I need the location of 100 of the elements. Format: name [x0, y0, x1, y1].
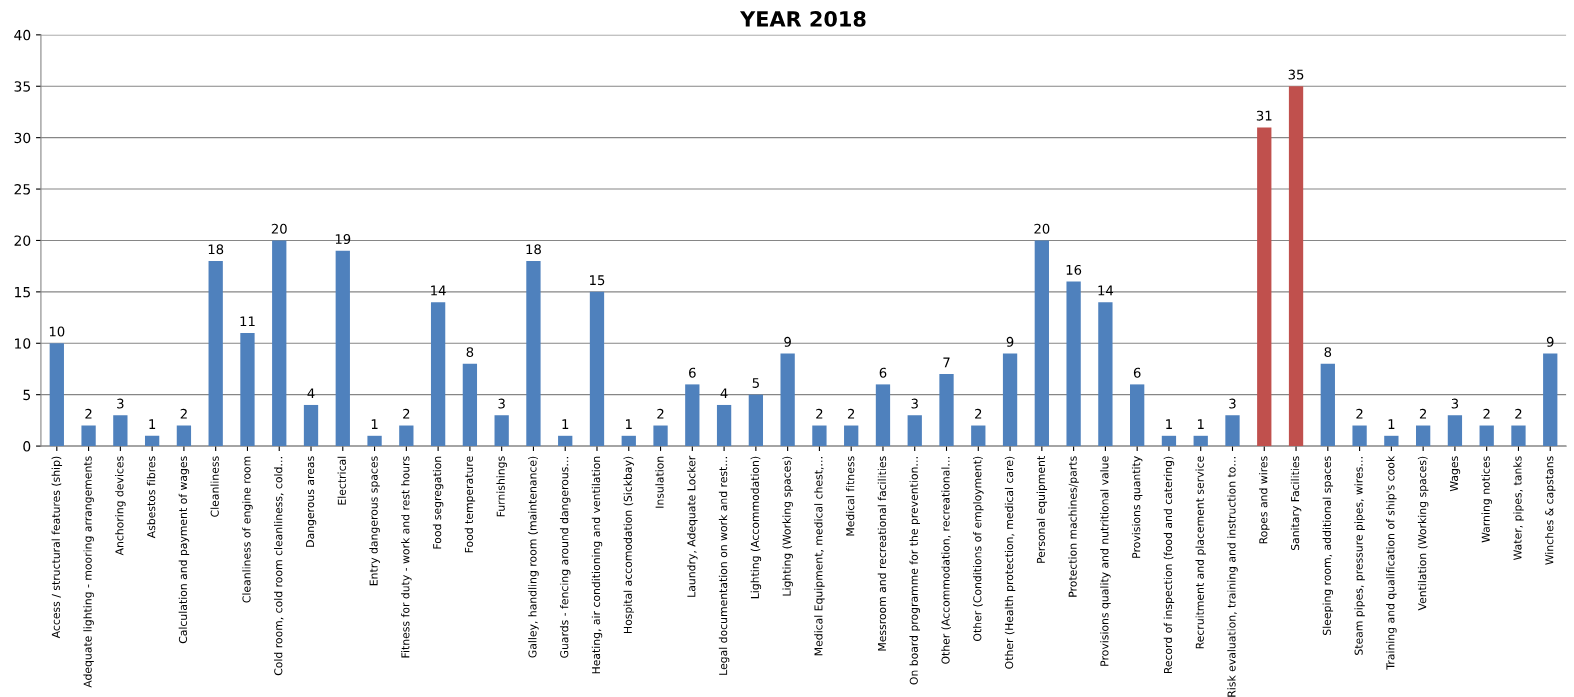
- bar: [1002, 353, 1018, 447]
- bar: [716, 404, 732, 447]
- bar: [208, 261, 223, 447]
- bar: [685, 384, 700, 447]
- bar: [303, 404, 319, 447]
- data-label: 18: [526, 244, 541, 255]
- bar: [367, 435, 382, 447]
- bar: [907, 415, 922, 447]
- bar: [1511, 425, 1526, 447]
- data-label: 15: [590, 275, 605, 286]
- bar: [1543, 353, 1558, 447]
- bar: [399, 425, 414, 447]
- x-tick-label: Fitness for duty - work and rest hours: [401, 456, 412, 658]
- x-tick-label: Guards - fencing around dangerous…: [559, 457, 571, 658]
- x-tick-label: Electrical: [337, 456, 346, 505]
- bar: [1479, 425, 1494, 447]
- data-label: 2: [85, 408, 92, 419]
- data-label: 1: [562, 419, 569, 429]
- bar: [335, 250, 350, 447]
- data-label: 19: [335, 234, 351, 245]
- x-tick-label: Laundry, Adequate Locker: [687, 455, 698, 597]
- y-tick-label: 0: [23, 441, 31, 452]
- data-label: 1: [371, 419, 378, 429]
- x-tick-label: Provisions quality and nutritional value: [1100, 456, 1111, 666]
- bar: [1447, 415, 1463, 447]
- bar: [1098, 302, 1113, 447]
- data-label: 6: [689, 367, 696, 378]
- data-label: 4: [720, 388, 728, 399]
- y-tick-label: 30: [14, 132, 31, 144]
- x-tick-label: Medical fitness: [845, 456, 855, 536]
- data-label: 1: [1388, 419, 1395, 429]
- data-label: 2: [403, 408, 410, 419]
- x-tick-label: Food segregation: [432, 456, 444, 549]
- x-tick-label: Cold room, cold room cleanliness, cold…: [274, 457, 284, 676]
- data-label: 3: [1229, 398, 1236, 409]
- x-tick-label: Entry dangerous spaces: [369, 456, 380, 586]
- data-label: 7: [943, 357, 950, 368]
- x-tick-label: Training and qualification of ship's cook: [1386, 455, 1397, 670]
- data-label: 2: [1419, 408, 1427, 419]
- y-tick-label: 15: [15, 287, 30, 298]
- data-label: 4: [307, 388, 315, 399]
- bar: [240, 332, 255, 447]
- x-tick-label: Legal documentation on work and rest…: [718, 457, 730, 675]
- bar: [49, 343, 64, 447]
- x-tick-label: Winches & capstans: [1545, 456, 1556, 565]
- x-tick-label: Lighting (Working spaces): [782, 456, 793, 596]
- bar: [875, 384, 891, 447]
- data-label: 2: [847, 408, 855, 419]
- data-label: 10: [49, 326, 65, 337]
- chart-title: YEAR 2018: [739, 11, 866, 27]
- bar: [748, 394, 764, 447]
- bar: [272, 240, 287, 447]
- bar: [176, 425, 192, 447]
- data-label: 1: [1197, 419, 1204, 429]
- data-label: 9: [1006, 336, 1014, 347]
- data-label: 20: [271, 223, 287, 234]
- x-tick-label: Lighting (Accommodation): [750, 456, 762, 599]
- data-label: 5: [752, 378, 759, 388]
- data-label: 2: [180, 408, 187, 419]
- x-tick-label: Wages: [1450, 456, 1461, 492]
- x-tick-label: Protection machines/parts: [1068, 456, 1079, 597]
- bar: [1193, 435, 1208, 447]
- data-label: 3: [911, 398, 918, 409]
- bar: [1066, 281, 1081, 447]
- data-label: 31: [1256, 110, 1272, 121]
- bar: [462, 363, 478, 447]
- data-label: 1: [149, 419, 156, 429]
- bar: [971, 425, 986, 447]
- data-label: 3: [498, 398, 505, 409]
- x-tick-label: Cleanliness: [210, 456, 219, 517]
- data-label: 1: [1166, 419, 1172, 429]
- x-tick-label: Sleeping room, additional spaces: [1322, 456, 1334, 635]
- x-tick-label: Other (Health protection, medical care): [1004, 456, 1016, 669]
- y-tick-label: 25: [14, 184, 30, 195]
- data-label: 2: [816, 408, 823, 419]
- bar: [144, 435, 160, 447]
- data-label: 9: [784, 336, 791, 347]
- data-label: 1: [626, 419, 632, 429]
- bar: [812, 425, 827, 447]
- x-tick-label: Galley, handling room (maintenance): [528, 456, 539, 658]
- x-tick-label: Other (Conditions of employment): [973, 456, 984, 641]
- x-tick-label: Asbestos fibres: [146, 456, 156, 539]
- data-label: 20: [1034, 223, 1050, 234]
- data-label: 2: [975, 408, 982, 419]
- bar: [430, 302, 446, 447]
- y-tick-label: 35: [14, 81, 30, 92]
- x-tick-label: Food temperature: [464, 456, 476, 553]
- x-tick-label: Access / structural features (ship): [51, 456, 63, 639]
- bar: [1288, 86, 1304, 447]
- data-label: 2: [1515, 408, 1522, 419]
- x-tick-label: Adequate lighting - mooring arrangements: [83, 456, 94, 688]
- data-label: 6: [879, 367, 887, 378]
- bar: [939, 374, 954, 447]
- data-label: 3: [1451, 398, 1459, 409]
- data-label: 18: [208, 244, 224, 255]
- data-label: 2: [1356, 408, 1363, 419]
- bar: [1225, 415, 1240, 447]
- x-tick-label: Insulation: [655, 456, 664, 508]
- bar: [1130, 384, 1145, 447]
- y-tick-label: 10: [15, 338, 31, 349]
